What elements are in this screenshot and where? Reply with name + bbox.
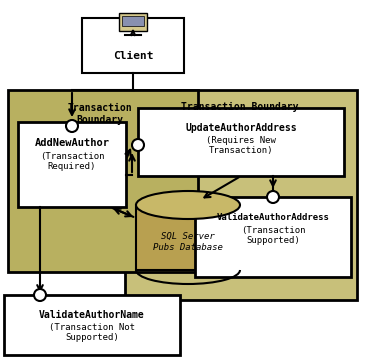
Text: (Transaction
Required): (Transaction Required) <box>40 152 104 171</box>
Text: Client: Client <box>113 51 153 61</box>
Text: Transaction Boundary: Transaction Boundary <box>181 102 299 112</box>
Ellipse shape <box>136 191 240 219</box>
Bar <box>4 295 180 355</box>
Circle shape <box>34 289 46 301</box>
Bar <box>18 122 126 207</box>
Bar <box>138 108 344 176</box>
Circle shape <box>132 139 144 151</box>
Bar <box>136 205 240 270</box>
Bar <box>125 90 357 300</box>
Text: (Transaction Not
Supported): (Transaction Not Supported) <box>49 323 135 342</box>
Circle shape <box>267 191 279 203</box>
Bar <box>195 197 351 277</box>
Text: SQL Server
Pubs Database: SQL Server Pubs Database <box>153 232 223 252</box>
Circle shape <box>66 120 78 132</box>
Text: (Requires New
Transaction): (Requires New Transaction) <box>206 136 276 155</box>
Text: (Transaction
Supported): (Transaction Supported) <box>241 226 305 245</box>
Bar <box>122 16 144 26</box>
Bar <box>119 13 147 31</box>
Text: UpdateAuthorAddress: UpdateAuthorAddress <box>185 123 297 133</box>
Text: ValidateAuthorName: ValidateAuthorName <box>39 310 145 320</box>
Text: ValidateAuthorAddress: ValidateAuthorAddress <box>217 213 330 222</box>
Bar <box>82 18 184 73</box>
Text: AddNewAuthor: AddNewAuthor <box>34 138 109 148</box>
Text: Transaction
Boundary: Transaction Boundary <box>68 103 132 125</box>
Bar <box>8 90 198 272</box>
